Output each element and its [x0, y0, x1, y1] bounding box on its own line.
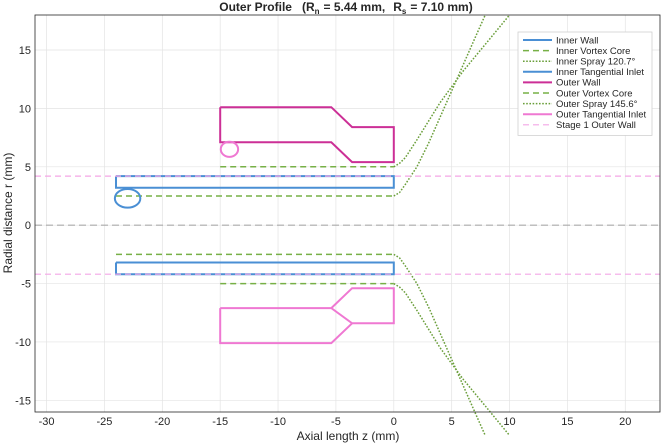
- title-rs-label: R: [393, 0, 402, 14]
- y-tick-label: 5: [25, 162, 31, 174]
- y-tick-label: 15: [19, 45, 31, 57]
- legend-box: [517, 31, 653, 136]
- x-tick-label: -30: [39, 416, 55, 428]
- legend-entry: Outer Wall: [556, 78, 601, 89]
- series-8: [35, 175, 660, 275]
- x-tick-label: 0: [391, 416, 397, 428]
- series-line: [115, 175, 395, 189]
- x-tick-label: -20: [154, 416, 170, 428]
- series-4: [219, 106, 395, 164]
- title-rn-label: R: [306, 0, 315, 14]
- x-tick-label: 15: [561, 416, 573, 428]
- legend-entry: Outer Tangential Inlet: [556, 110, 646, 121]
- series-layer: [35, 14, 660, 436]
- x-tick-label: -25: [96, 416, 112, 428]
- x-tick-label: -5: [331, 416, 341, 428]
- y-tick-label: -5: [21, 279, 31, 291]
- legend-entry: Inner Vortex Core: [556, 46, 630, 57]
- series-line: [220, 287, 395, 325]
- series-line: [219, 308, 353, 345]
- series-line: [219, 106, 395, 164]
- series-line: [393, 14, 511, 168]
- y-tick-label: -15: [15, 395, 31, 407]
- x-tick-label: 10: [503, 416, 515, 428]
- title-rn-value: = 5.44 mm,: [324, 0, 386, 14]
- legend-entry: Inner Tangential Inlet: [556, 67, 644, 78]
- series-line: [115, 261, 395, 276]
- x-tick-label: 20: [619, 416, 631, 428]
- y-tick-label: 0: [25, 220, 31, 232]
- grid: [35, 15, 660, 412]
- legend-entry: Stage 1 Outer Wall: [556, 120, 636, 131]
- series-5: [220, 166, 394, 285]
- x-axis-label: Axial length z (mm): [297, 429, 400, 443]
- x-tick-label: 5: [449, 416, 455, 428]
- inlet-circle: [113, 187, 142, 209]
- series-6: [393, 14, 511, 436]
- series-3: [113, 187, 142, 209]
- x-tick-label: -15: [212, 416, 228, 428]
- legend-entry: Inner Spray 120.7°: [556, 57, 636, 68]
- chart-title: Outer Profile (Rn = 5.44 mm, Rs = 7.10 mm): [219, 0, 472, 16]
- title-rn-sub: n: [315, 7, 320, 16]
- series-line: [393, 282, 511, 436]
- y-tick-label: -10: [15, 337, 31, 349]
- series-7: [219, 140, 395, 345]
- tick-labels: -30 -25 -20 -15 -10 -5 0 5 10 15 20 -15 -10 -5 0 5 10 15: [15, 45, 631, 428]
- legend-entry: Outer Spray 145.6°: [556, 99, 638, 110]
- plot-frame: [34, 14, 661, 413]
- x-tick-label: -10: [270, 416, 286, 428]
- legend-entry: Inner Wall: [556, 35, 598, 46]
- y-tick-label: 10: [19, 103, 31, 115]
- title-rs-value: = 7.10 mm): [410, 0, 472, 14]
- series-1: [116, 195, 394, 256]
- y-axis-label: Radial distance r (mm): [1, 153, 15, 274]
- inlet-circle: [219, 140, 240, 158]
- series-0: [115, 175, 395, 276]
- legend-entry: Outer Vortex Core: [556, 88, 633, 99]
- title-prefix: Outer Profile: [219, 0, 292, 14]
- title-rs-sub: s: [402, 7, 407, 16]
- title-paren: (: [292, 0, 306, 14]
